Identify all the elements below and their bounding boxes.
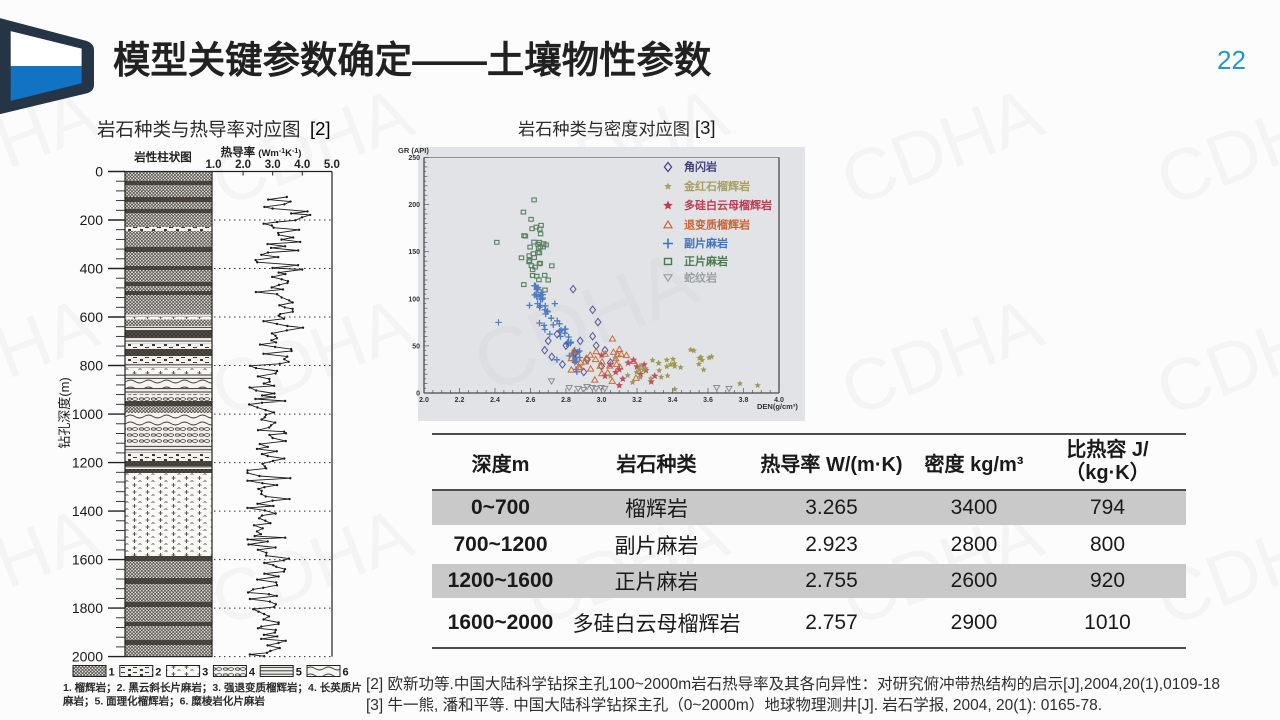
svg-text:2: 2 [155,667,161,679]
svg-text:3.0: 3.0 [265,159,281,171]
svg-text:[3]: [3] [695,117,716,138]
svg-text:3.8: 3.8 [739,397,749,404]
svg-text:2.2: 2.2 [455,397,465,404]
svg-text:蛇纹岩: 蛇纹岩 [684,271,717,285]
svg-text:热导率 (Wm-1K-1): 热导率 (Wm-1K-1) [221,145,302,159]
svg-text:1: 1 [109,667,115,679]
svg-text:50: 50 [412,343,420,350]
svg-text:250: 250 [408,155,420,162]
svg-text:4.0: 4.0 [774,397,784,404]
svg-text:退变质榴辉岩: 退变质榴辉岩 [684,218,750,232]
svg-text:角闪岩: 角闪岩 [684,160,717,174]
svg-text:多硅白云母榴辉岩: 多硅白云母榴辉岩 [684,198,772,212]
svg-text:3: 3 [202,667,208,679]
svg-text:金红石榴辉岩: 金红石榴辉岩 [683,179,750,193]
svg-text:1.0: 1.0 [206,159,222,171]
svg-text:CDHA: CDHA [831,282,1053,432]
svg-text:CDHA: CDHA [1146,282,1280,432]
svg-text:100: 100 [408,296,420,303]
svg-text:岩性柱状图: 岩性柱状图 [133,150,192,164]
svg-text:6: 6 [343,667,349,679]
svg-text:GR (API): GR (API) [398,146,429,155]
svg-text:4.0: 4.0 [294,159,310,171]
svg-text:0: 0 [416,391,420,398]
svg-text:2.8: 2.8 [561,397,571,404]
svg-text:1000: 1000 [72,406,103,422]
svg-text:钻孔深度(m): 钻孔深度(m) [57,377,72,449]
svg-text:2.6: 2.6 [526,397,536,404]
svg-text:1200: 1200 [72,455,103,471]
svg-text:CDHA: CDHA [831,72,1053,222]
svg-text:800: 800 [80,358,104,374]
svg-text:4: 4 [249,667,256,679]
svg-text:5.0: 5.0 [324,159,340,171]
svg-text:3.4: 3.4 [668,397,678,404]
svg-text:1800: 1800 [72,600,103,616]
svg-text:2.4: 2.4 [490,397,500,404]
svg-text:副片麻岩: 副片麻岩 [684,236,728,250]
svg-text:200: 200 [408,202,420,209]
svg-text:1600: 1600 [72,552,103,568]
svg-text:2000: 2000 [72,649,103,665]
svg-text:0: 0 [95,164,103,180]
svg-text:2.0: 2.0 [235,159,251,171]
svg-text:2.0: 2.0 [419,397,429,404]
svg-text:CDHA: CDHA [1146,72,1280,222]
svg-text:3.6: 3.6 [703,397,713,404]
svg-text:1400: 1400 [72,503,103,519]
svg-text:[2]: [2] [310,118,331,139]
svg-text:1. 榴辉岩；2. 黑云斜长片麻岩；3. 强退变质榴辉岩；4: 1. 榴辉岩；2. 黑云斜长片麻岩；3. 强退变质榴辉岩；4. 长英质片 [63,681,362,694]
svg-text:麻岩；5. 面理化榴辉岩；6. 糜棱岩化片麻岩: 麻岩；5. 面理化榴辉岩；6. 糜棱岩化片麻岩 [62,695,265,708]
svg-text:DEN(g/cm³): DEN(g/cm³) [757,402,798,411]
svg-text:正片麻岩: 正片麻岩 [684,254,728,268]
svg-text:岩石种类与密度对应图: 岩石种类与密度对应图 [518,119,690,139]
svg-text:3.0: 3.0 [597,397,607,404]
svg-text:3.2: 3.2 [632,397,642,404]
svg-text:200: 200 [80,212,104,228]
svg-text:岩石种类与热导率对应图: 岩石种类与热导率对应图 [97,119,301,140]
svg-text:600: 600 [80,309,104,325]
svg-text:150: 150 [408,249,420,256]
svg-text:400: 400 [80,261,104,277]
svg-text:5: 5 [296,667,302,679]
